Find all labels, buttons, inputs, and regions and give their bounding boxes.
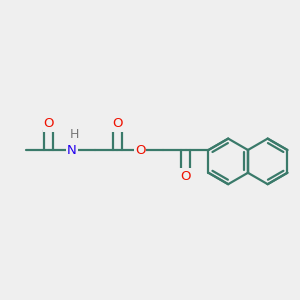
Text: H: H [70,128,79,141]
Text: O: O [44,118,54,130]
Text: O: O [112,118,123,130]
Text: O: O [180,169,191,182]
Text: O: O [135,143,145,157]
Text: N: N [67,143,76,157]
